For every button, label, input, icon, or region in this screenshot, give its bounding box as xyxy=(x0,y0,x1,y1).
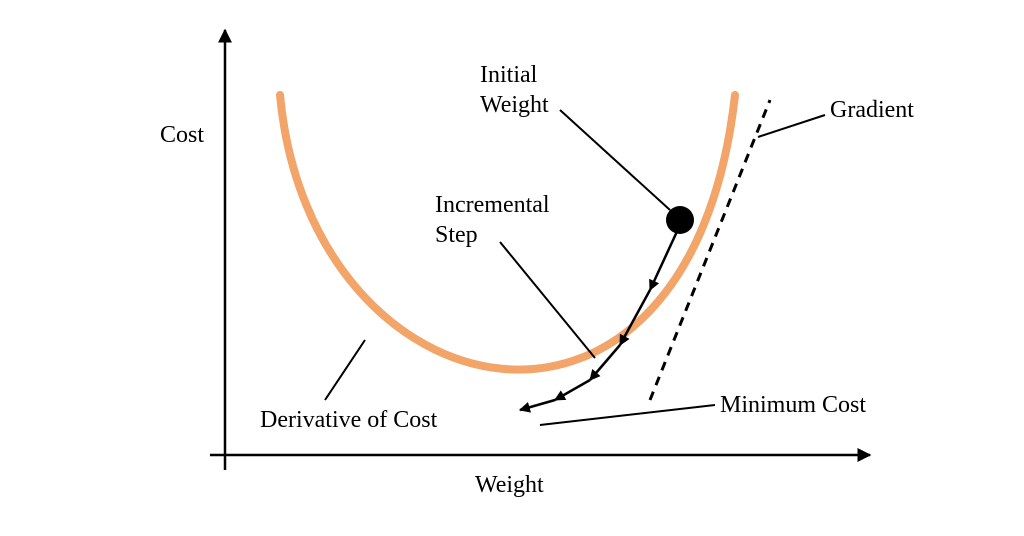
label-weight_axis: Weight xyxy=(475,470,544,500)
callout-line-gradient xyxy=(758,115,825,137)
callout-line-incremental_step xyxy=(500,242,595,358)
descent-step-arrow xyxy=(520,400,555,410)
callout-line-derivative xyxy=(325,340,365,400)
label-minimum_cost: Minimum Cost xyxy=(720,390,866,420)
descent-step-arrow xyxy=(555,380,590,400)
label-derivative: Derivative of Cost xyxy=(260,405,437,435)
label-incremental_step: Incremental Step xyxy=(435,190,550,250)
label-gradient: Gradient xyxy=(830,95,914,125)
label-initial_weight: Initial Weight xyxy=(480,60,549,120)
callout-line-initial_weight xyxy=(560,110,670,210)
callout-line-minimum_cost xyxy=(540,405,715,425)
initial-weight-point xyxy=(666,206,694,234)
label-cost_axis: Cost xyxy=(160,120,204,150)
